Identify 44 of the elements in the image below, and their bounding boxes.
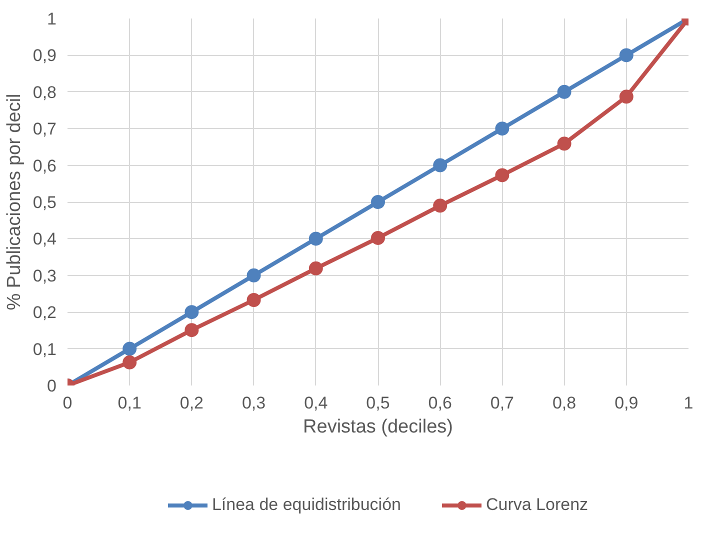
x-tick-label: 0,6 (428, 394, 452, 412)
x-tick-label: 0,1 (118, 394, 142, 412)
point (433, 158, 448, 172)
x-tick-label: 0,9 (614, 394, 638, 412)
point (619, 48, 634, 62)
point (122, 355, 137, 370)
x-tick-label: 0,2 (180, 394, 204, 412)
point (495, 168, 510, 182)
x-tick-label: 1 (684, 394, 694, 412)
x-tick-label: 0 (62, 394, 72, 412)
y-tick-label: 0,1 (32, 340, 57, 359)
y-tick-label: 0,3 (32, 266, 57, 286)
y-tick-label: 0,5 (32, 193, 57, 212)
y-axis-title: % Publicaciones por decil (4, 94, 25, 310)
legend-label: Línea de equidistribución (212, 495, 401, 515)
x-tick-label: 0,8 (552, 394, 576, 412)
point (557, 136, 572, 151)
x-tick-label: 0,4 (304, 394, 328, 412)
point (308, 232, 323, 246)
point (433, 198, 448, 213)
point (557, 84, 572, 99)
y-tick-label: 0,4 (32, 230, 57, 249)
point (184, 323, 199, 338)
point (619, 90, 634, 104)
y-tick-label: 0,9 (32, 46, 57, 66)
x-axis-title: Revistas (deciles) (303, 416, 453, 438)
y-tick-label: 0,2 (32, 303, 57, 322)
point (308, 261, 323, 276)
y-tick-label: 0,7 (32, 120, 57, 139)
point (184, 305, 199, 320)
x-tick-label: 0,3 (242, 394, 266, 412)
y-tick-label: 1 (47, 10, 57, 28)
x-tick-label: 0,5 (366, 394, 390, 412)
point (246, 293, 261, 307)
point (246, 268, 261, 282)
x-tick-label: 0,7 (490, 394, 514, 412)
point (371, 230, 385, 245)
point (122, 342, 137, 356)
y-tick-label: 0 (47, 376, 57, 396)
y-tick-label: 0,8 (32, 82, 57, 102)
legend-label: Curva Lorenz (486, 495, 588, 515)
y-tick-label: 0,6 (32, 156, 57, 176)
point (495, 122, 510, 136)
point (371, 195, 385, 209)
